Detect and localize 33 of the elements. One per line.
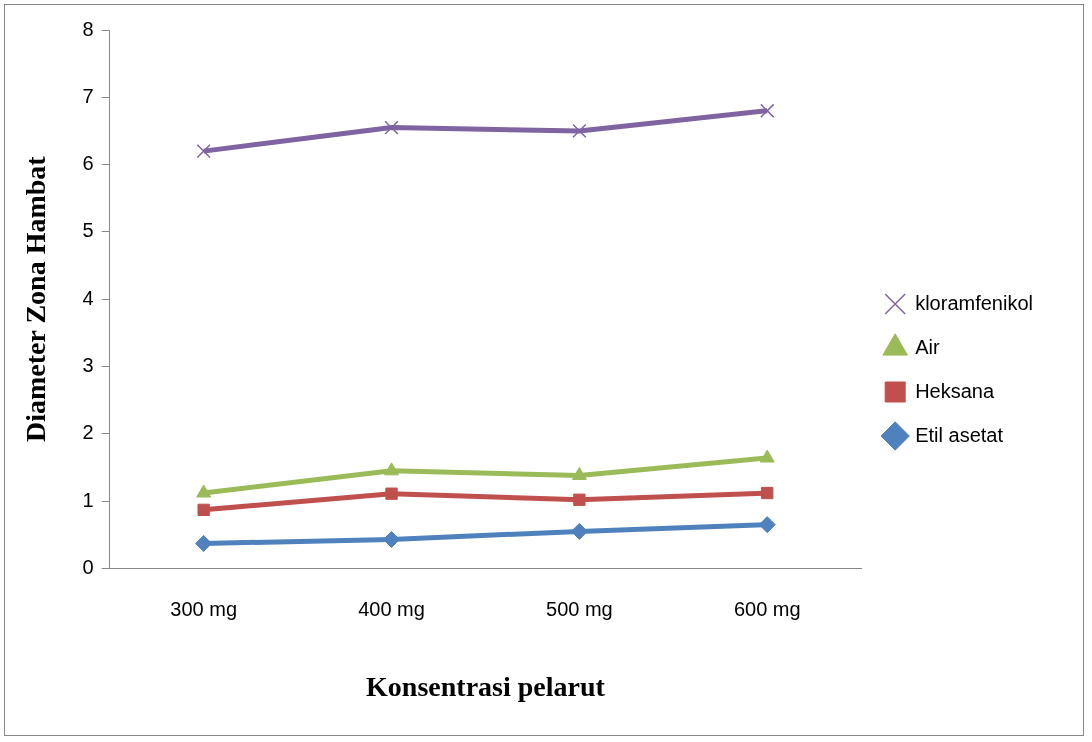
point [197, 503, 210, 517]
point [572, 123, 587, 139]
y-tick-label: 7 [82, 84, 94, 107]
legend-label: Air [915, 335, 940, 358]
point [385, 487, 398, 500]
y-tick-label: 3 [82, 354, 94, 377]
y-tick-label: 8 [82, 17, 94, 40]
x-tick-label: 300 mg [170, 597, 238, 620]
point [758, 516, 776, 534]
point [570, 522, 588, 540]
point [760, 103, 775, 118]
y-tick-label: 6 [82, 152, 94, 175]
x-tick-label: 400 mg [358, 597, 425, 620]
legend-label: Etil asetat [915, 423, 1004, 446]
y-axis-title: Diameter Zona Hambat [20, 155, 52, 443]
point [196, 144, 211, 159]
point [196, 484, 212, 498]
point [761, 486, 774, 500]
x-tick-label: 500 mg [546, 597, 613, 620]
legend-label: kloramfenikol [915, 291, 1034, 314]
point [384, 120, 399, 135]
y-tick-label: 0 [82, 555, 94, 578]
y-tick-label: 2 [82, 421, 94, 444]
point [384, 462, 399, 476]
x-axis-title: Konsentrasi pelarut [366, 671, 606, 703]
legend-label: Heksana [915, 379, 995, 402]
y-tick-label: 4 [82, 286, 94, 309]
point [573, 493, 586, 506]
point [759, 449, 775, 463]
y-tick-label: 5 [82, 219, 94, 242]
point [571, 467, 587, 481]
x-tick-label: 600 mg [733, 597, 801, 620]
y-tick-label: 1 [82, 488, 94, 511]
